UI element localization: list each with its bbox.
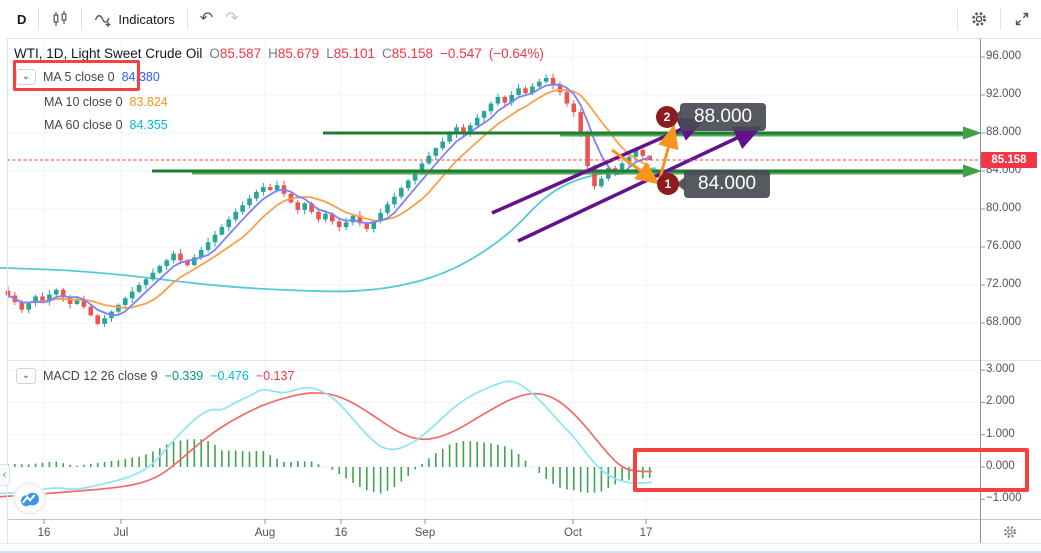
pane-borders	[7, 0, 1041, 543]
ma5-label: MA 5 close 0	[43, 70, 115, 84]
cloud-chart-logo-icon	[20, 492, 39, 506]
fullscreen-icon	[1015, 12, 1029, 26]
ohlc-close: C85.158	[382, 46, 434, 61]
price-tick-label: 92.000	[986, 88, 1022, 100]
macd-main-line	[0, 380, 653, 495]
ohlc-open: O85.587	[209, 46, 262, 61]
time-tick-label: 17	[639, 527, 653, 539]
symbol-title: WTI, 1D, Light Sweet Crude Oil	[14, 46, 203, 61]
macd-line-value: −0.476	[210, 369, 249, 383]
macd-tick-label: 2.000	[986, 395, 1015, 408]
chart-style-button[interactable]	[41, 5, 79, 33]
ma10-label: MA 10 close 0	[44, 95, 123, 109]
highlight-rect-macd-zero	[633, 448, 1029, 492]
macd-legend-row[interactable]: ⌄ MACD 12 26 close 9 −0.339 −0.476 −0.13…	[16, 368, 294, 384]
macd-signal-value: −0.137	[255, 369, 295, 383]
gear-icon	[972, 12, 986, 26]
toolbar-separator	[186, 8, 188, 30]
macd-collapse-chevron-icon[interactable]: ⌄	[16, 368, 36, 384]
redo-icon: ↷	[225, 10, 239, 27]
ma60-legend-row[interactable]: MA 60 close 0 84.355	[44, 118, 168, 132]
ma10-value: 83.824	[129, 95, 168, 109]
ma5-value: 84.380	[121, 70, 160, 84]
toolbar-separator	[957, 8, 958, 30]
candles-layer	[5, 73, 652, 328]
support-price-callout[interactable]: 84.000	[675, 170, 771, 198]
orange-arrows[interactable]	[611, 124, 679, 185]
macd-tick-label: 0.000	[986, 460, 1015, 472]
ohlc-change-pct: (−0.64%)	[488, 46, 544, 61]
macd-tick-label: 3.000	[986, 363, 1015, 376]
macd-label: MACD 12 26 close 9	[43, 369, 158, 383]
interval-label: D	[17, 11, 27, 27]
indicators-button[interactable]: Indicators	[84, 5, 184, 33]
price-tick-label: 68.000	[986, 316, 1022, 328]
annotation-badge-1[interactable]: 1	[657, 173, 679, 195]
price-tick-label: 72.000	[986, 278, 1022, 290]
time-tick-label: 16	[334, 527, 348, 539]
collapse-pane-icon[interactable]: ‹	[0, 464, 10, 486]
indicators-icon	[95, 15, 111, 27]
price-tick-label: 76.000	[986, 240, 1022, 252]
resistance-price-callout[interactable]: 88.000	[671, 103, 767, 131]
macd-histogram-value: −0.339	[164, 369, 204, 383]
ohlc-change: −0.547	[440, 46, 482, 61]
axis-settings-button[interactable]	[1002, 524, 1018, 540]
price-tick-label: 80.000	[986, 202, 1022, 214]
platform-logo-button[interactable]	[14, 483, 45, 514]
legend-collapse-chevron-icon[interactable]: ⌄	[16, 69, 36, 85]
ma60-value: 84.355	[129, 118, 168, 132]
macd-signal-line	[0, 392, 653, 498]
redo-button[interactable]: ↷	[223, 5, 248, 33]
level-lines[interactable]	[152, 126, 982, 178]
undo-icon: ↶	[199, 10, 214, 27]
symbol-header[interactable]: WTI, 1D, Light Sweet Crude Oil O85.587 H…	[14, 46, 544, 61]
ma10-line	[7, 88, 651, 309]
ma5-line	[7, 83, 650, 317]
time-tick-label: Sep	[414, 527, 436, 539]
toolbar-separator	[38, 8, 40, 30]
indicators-label: Indicators	[118, 11, 175, 27]
time-tick-label: Aug	[254, 527, 276, 539]
ma60-label: MA 60 close 0	[44, 118, 123, 132]
price-tick-label: 88.000	[986, 126, 1022, 138]
ma60-line	[0, 167, 657, 293]
fullscreen-button[interactable]	[1003, 5, 1041, 33]
last-price-badge: 85.158	[981, 152, 1037, 168]
ohlc-low: L85.101	[326, 46, 375, 61]
window-bottom-edge	[0, 543, 1041, 553]
top-toolbar: D Indicators ↶ ↷	[7, 0, 1041, 39]
axis-gear-icon	[1004, 526, 1016, 538]
toolbar-separator	[1000, 8, 1001, 30]
macd-histogram	[7, 439, 651, 494]
ma5-legend-row[interactable]: ⌄ MA 5 close 0 84.380	[16, 69, 160, 85]
time-tick-label: Oct	[564, 527, 582, 539]
toolbar-right-group	[955, 5, 1041, 33]
undo-button[interactable]: ↶	[190, 5, 223, 33]
chart-settings-button[interactable]	[960, 5, 998, 33]
annotation-badge-2[interactable]: 2	[656, 106, 678, 128]
price-tick-label: 96.000	[986, 50, 1022, 62]
ma10-legend-row[interactable]: MA 10 close 0 83.824	[44, 95, 168, 109]
candlestick-icon	[53, 11, 67, 26]
macd-tick-label: −1.000	[986, 492, 1022, 505]
toolbar-separator	[81, 8, 83, 30]
macd-tick-label: 1.000	[986, 427, 1015, 440]
highlight-rect-ma5-legend	[13, 60, 140, 91]
time-tick-label: Jul	[113, 527, 129, 539]
ohlc-high: H85.679	[268, 46, 320, 61]
time-tick-label: 16	[37, 527, 51, 539]
interval-button[interactable]: D	[7, 5, 36, 33]
